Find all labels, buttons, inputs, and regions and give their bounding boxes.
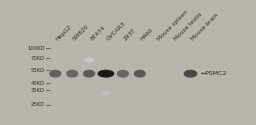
Text: SW620: SW620 [72,24,90,42]
Text: Mouse spleen: Mouse spleen [157,9,189,42]
Ellipse shape [67,70,78,77]
Text: ←PSMC2: ←PSMC2 [201,71,228,76]
Text: Mouse brain: Mouse brain [190,13,220,42]
Ellipse shape [134,70,145,77]
Text: 40KD: 40KD [31,81,45,86]
Text: 100KD: 100KD [27,46,45,51]
Text: HepG2: HepG2 [55,24,73,42]
Ellipse shape [84,70,94,77]
Ellipse shape [184,70,197,77]
Text: 293T: 293T [123,28,137,42]
Text: OVCAR3: OVCAR3 [106,21,127,42]
Text: 35KD: 35KD [31,88,45,93]
Ellipse shape [50,70,61,77]
Ellipse shape [98,70,114,77]
Text: 25KD: 25KD [31,102,45,107]
Ellipse shape [84,58,94,62]
Text: BT474: BT474 [89,25,106,42]
Text: 70KD: 70KD [31,56,45,61]
Text: H460: H460 [140,27,154,42]
Text: 55KD: 55KD [31,68,45,72]
Text: Mouse testis: Mouse testis [174,12,204,42]
Ellipse shape [101,92,111,95]
Ellipse shape [118,70,128,77]
